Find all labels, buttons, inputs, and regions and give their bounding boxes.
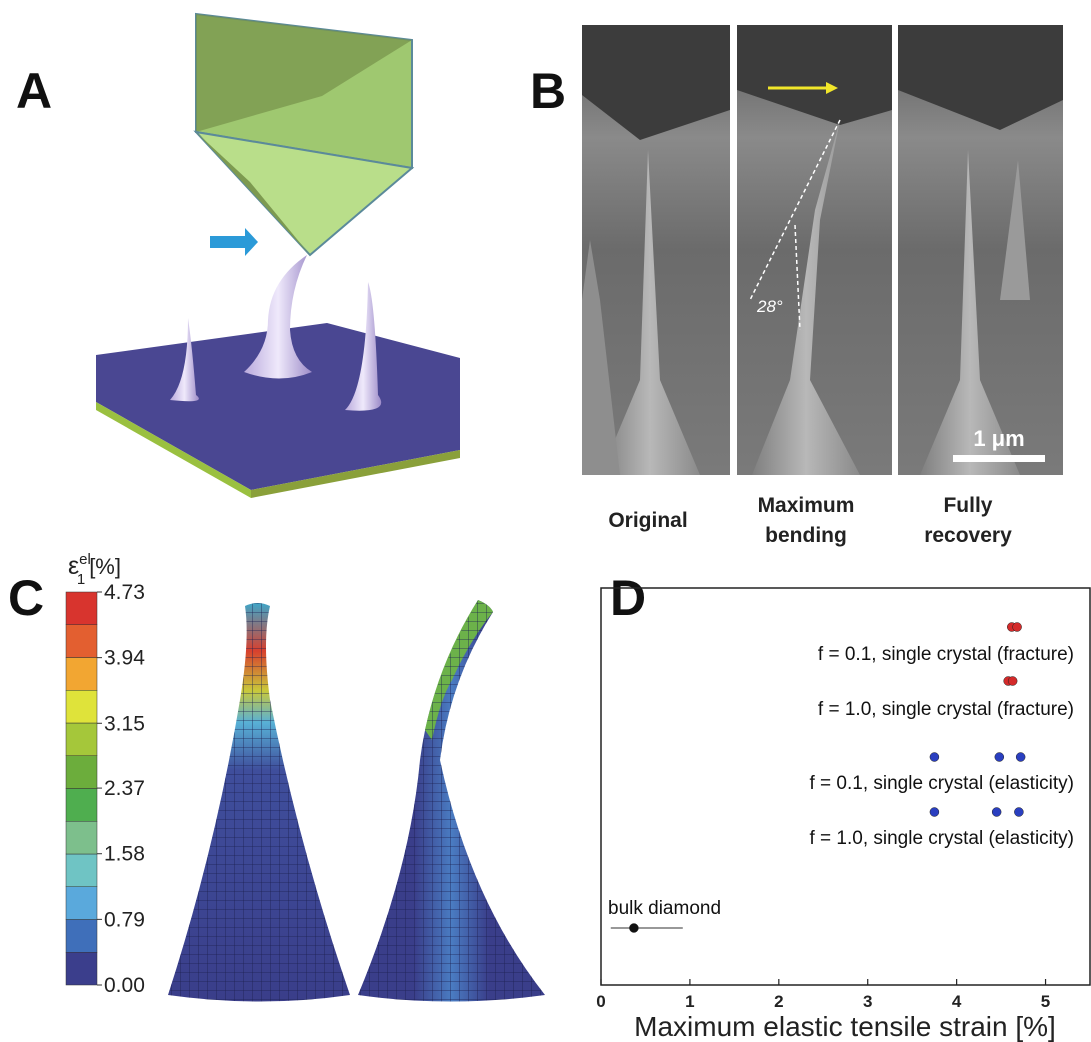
caption: Maximum [758,494,855,517]
data-point [1014,808,1023,817]
schematic [96,14,460,498]
colorbar-segment [66,821,97,854]
angle-label: 28° [756,297,783,316]
colorbar-tick-label: 3.94 [104,647,145,670]
subscript: 1 [77,571,85,588]
data-point [992,808,1001,817]
colorbar-tick-label: 0.00 [104,974,145,997]
data-point [629,924,638,933]
colorbar-segment [66,723,97,756]
colorbar-segment [66,887,97,920]
colorbar-segment [66,592,97,625]
x-axis-title: Maximum elastic tensile strain [%] [634,1011,1056,1042]
x-tick-label: 0 [596,992,605,1011]
colorbar-segment [66,920,97,953]
colorbar-segment [66,658,97,691]
plot: 0 1 2 3 4 5 f = 0.1, single crystal (fracture)… [596,623,1074,1012]
data-point [930,808,939,817]
x-tick-label: 2 [774,992,783,1011]
figure: A B 28° 1 μm Original Maximum bending Fully… [0,0,1091,1042]
colorbar: 0.00 0.79 1.58 2.37 3.15 3.94 4.73 [66,581,145,997]
panel-label: D [610,570,646,626]
captions: Original Maximum bending Fully recovery [608,494,1012,547]
caption: recovery [924,524,1012,547]
x-tick-label: 3 [863,992,872,1011]
colorbar-tick-label: 2.37 [104,777,145,800]
x-tick-label: 5 [1041,992,1050,1011]
colorbar-tick-label: 1.58 [104,843,145,866]
data-point [995,753,1004,762]
caption: Original [608,509,687,532]
panel-label: A [16,63,52,119]
data-point [1013,623,1022,632]
micrographs: 28° 1 μm [582,25,1063,475]
scale-bar-label: 1 μm [973,426,1024,451]
colorbar-tick-label: 0.79 [104,908,145,931]
colorbar-segment [66,854,97,887]
data-point [930,753,939,762]
colorbar-segment [66,690,97,723]
panel-label: C [8,570,44,626]
colorbar-tick-label: 4.73 [104,581,145,604]
caption: bending [765,524,847,547]
series-label: f = 1.0, single crystal (elasticity) [809,828,1074,849]
unit: [%] [89,554,121,579]
data-point [1008,677,1017,686]
series-label: bulk diamond [608,898,721,919]
colorbar-segment [66,789,97,822]
x-tick-label: 4 [952,992,962,1011]
x-tick-label: 1 [685,992,694,1011]
colorbar-segment [66,625,97,658]
colorbar-segment [66,952,97,985]
colorbar-tick-label: 3.15 [104,712,145,735]
series-label: f = 0.1, single crystal (elasticity) [809,773,1074,794]
caption: Fully [943,494,992,517]
data-point [1016,753,1025,762]
colorbar-segment [66,756,97,789]
series-label: f = 0.1, single crystal (fracture) [818,644,1074,665]
panel-label: B [530,63,566,119]
series-label: f = 1.0, single crystal (fracture) [818,699,1074,720]
fem-models [168,600,545,1002]
